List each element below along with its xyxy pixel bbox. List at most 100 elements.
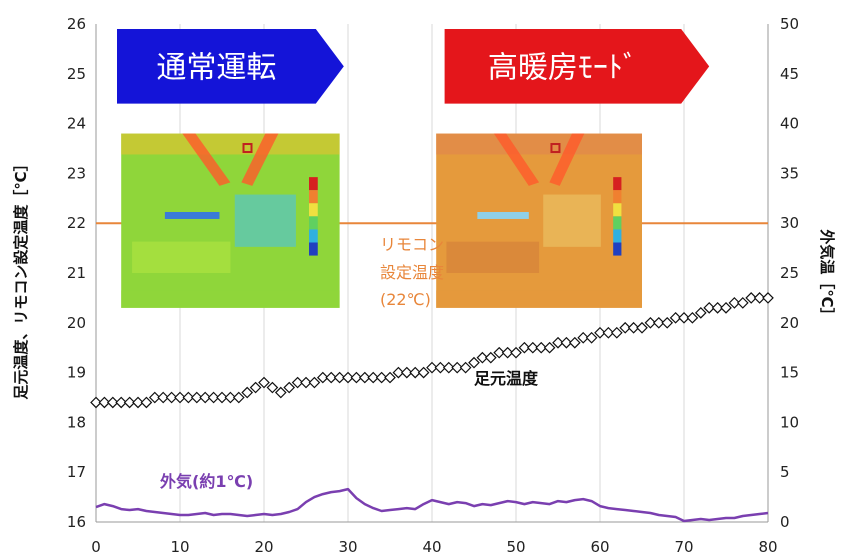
foot-temp-point: [367, 371, 380, 384]
foot-temp-point: [216, 391, 228, 404]
y-left-tick-label: 26: [67, 15, 86, 33]
banner-label: 通常運転: [156, 50, 276, 85]
thermal-region: [164, 211, 220, 219]
foot-temp-point: [283, 381, 296, 394]
foot-temp-point: [560, 336, 573, 349]
foot-temp-point: [199, 391, 212, 404]
foot-temp-point: [174, 391, 186, 404]
thermal-duct-left: [493, 133, 540, 186]
foot-temp-point: [493, 346, 506, 359]
thermal-indicator: [242, 143, 253, 154]
banner-arrow: [444, 28, 710, 104]
y-left-tick-label: 16: [67, 513, 86, 531]
foot-temp-point: [342, 371, 354, 384]
thermal-scale-segment: [309, 229, 318, 243]
foot-temp-point: [526, 341, 539, 354]
thermal-ceiling: [121, 133, 340, 155]
x-tick-label: 0: [91, 538, 101, 556]
outdoor-temp-line: [95, 487, 769, 523]
foot-temp-point: [644, 316, 657, 329]
x-tick-label: 70: [674, 538, 693, 556]
thermal-image-background: [121, 133, 340, 308]
foot-temp-point: [510, 346, 522, 359]
thermal-duct-right: [241, 133, 279, 186]
banner: 通常運転: [117, 28, 344, 104]
x-tick-label: 40: [422, 538, 441, 556]
foot-temp-point: [316, 371, 329, 384]
foot-temp-point: [468, 356, 480, 369]
x-tick-label: 80: [758, 538, 777, 556]
foot-temp-point: [703, 302, 716, 314]
thermal-duct-left: [182, 133, 231, 186]
foot-temp-point: [258, 376, 270, 389]
foot-temp-point: [132, 396, 144, 409]
foot-temp-point: [90, 396, 102, 409]
foot-temp-point: [375, 371, 388, 384]
thermal-scale-segment: [613, 203, 622, 217]
y-left-tick-label: 19: [67, 364, 86, 382]
foot-temp-point: [350, 371, 363, 384]
foot-temp-point: [543, 341, 556, 354]
foot-temp-point: [652, 316, 665, 329]
outdoor-temp-label: 外気(約1℃): [159, 472, 253, 491]
thermal-image-normal: [121, 133, 340, 308]
foot-temp-point: [392, 366, 405, 379]
foot-temp-point: [694, 306, 707, 319]
thermal-scale-segment: [309, 216, 318, 230]
foot-temp-point: [552, 336, 564, 349]
y-left-tick-label: 18: [67, 413, 86, 431]
banner-label: 高暖房ﾓｰﾄﾞ: [488, 50, 638, 85]
y-right-tick-label: 50: [780, 15, 799, 33]
foot-temp-point: [711, 302, 724, 314]
foot-temp-point: [736, 297, 749, 309]
x-tick-label: 30: [338, 538, 357, 556]
y-right-tick-label: 5: [780, 463, 790, 481]
y-left-tick-label: 17: [67, 463, 86, 481]
foot-temp-point: [333, 371, 346, 384]
foot-temp-point: [745, 292, 758, 304]
x-tick-label: 60: [590, 538, 609, 556]
foot-temp-point: [426, 361, 438, 374]
thermal-scale-segment: [613, 229, 622, 243]
foot-temp-point: [106, 396, 119, 409]
foot-temp-point: [232, 391, 245, 404]
outdoor-series: [95, 487, 769, 523]
foot-temp-point: [291, 376, 304, 389]
thermal-info-strip: [436, 290, 642, 308]
thermal-scale-segment: [613, 242, 622, 256]
thermal-scale-segment: [613, 177, 622, 191]
foot-temp-point: [207, 391, 220, 404]
thermal-indicator: [550, 143, 561, 154]
thermal-image-background: [436, 133, 642, 308]
thermal-scale-segment: [613, 216, 622, 230]
setpoint-label-line2: 設定温度: [380, 263, 444, 282]
thermal-region: [477, 211, 529, 219]
foot-temp-point: [442, 361, 455, 374]
foot-temp-point: [123, 396, 136, 409]
foot-temp-point: [686, 311, 699, 324]
foot-series: [90, 292, 774, 409]
foot-temp-point: [594, 326, 606, 339]
x-tick-label: 20: [254, 538, 273, 556]
foot-temp-point: [602, 326, 615, 339]
foot-temp-point: [140, 396, 153, 409]
foot-temp-point: [619, 321, 632, 334]
foot-temp-point: [358, 371, 371, 384]
x-ticks: 0 10 20 30 40 50 60 70 80: [91, 538, 777, 556]
foot-temp-point: [266, 381, 279, 394]
thermal-scale-segment: [309, 203, 318, 217]
foot-temp-point: [476, 351, 489, 364]
thermal-scale-segment: [613, 190, 622, 204]
foot-temp-point: [661, 316, 674, 329]
thermal-region: [446, 241, 540, 273]
banner: 高暖房ﾓｰﾄﾞ: [444, 28, 710, 104]
foot-temp-point: [157, 391, 170, 404]
y-right-tick-label: 40: [780, 115, 799, 133]
foot-temp-point: [728, 297, 741, 309]
foot-temp-point: [585, 331, 598, 344]
thermal-image-high-heat: [436, 133, 642, 308]
y-left-tick-label: 20: [67, 314, 86, 332]
thermal-region: [543, 194, 601, 247]
foot-temp-point: [115, 396, 128, 409]
y-left-tick-label: 23: [67, 164, 86, 182]
